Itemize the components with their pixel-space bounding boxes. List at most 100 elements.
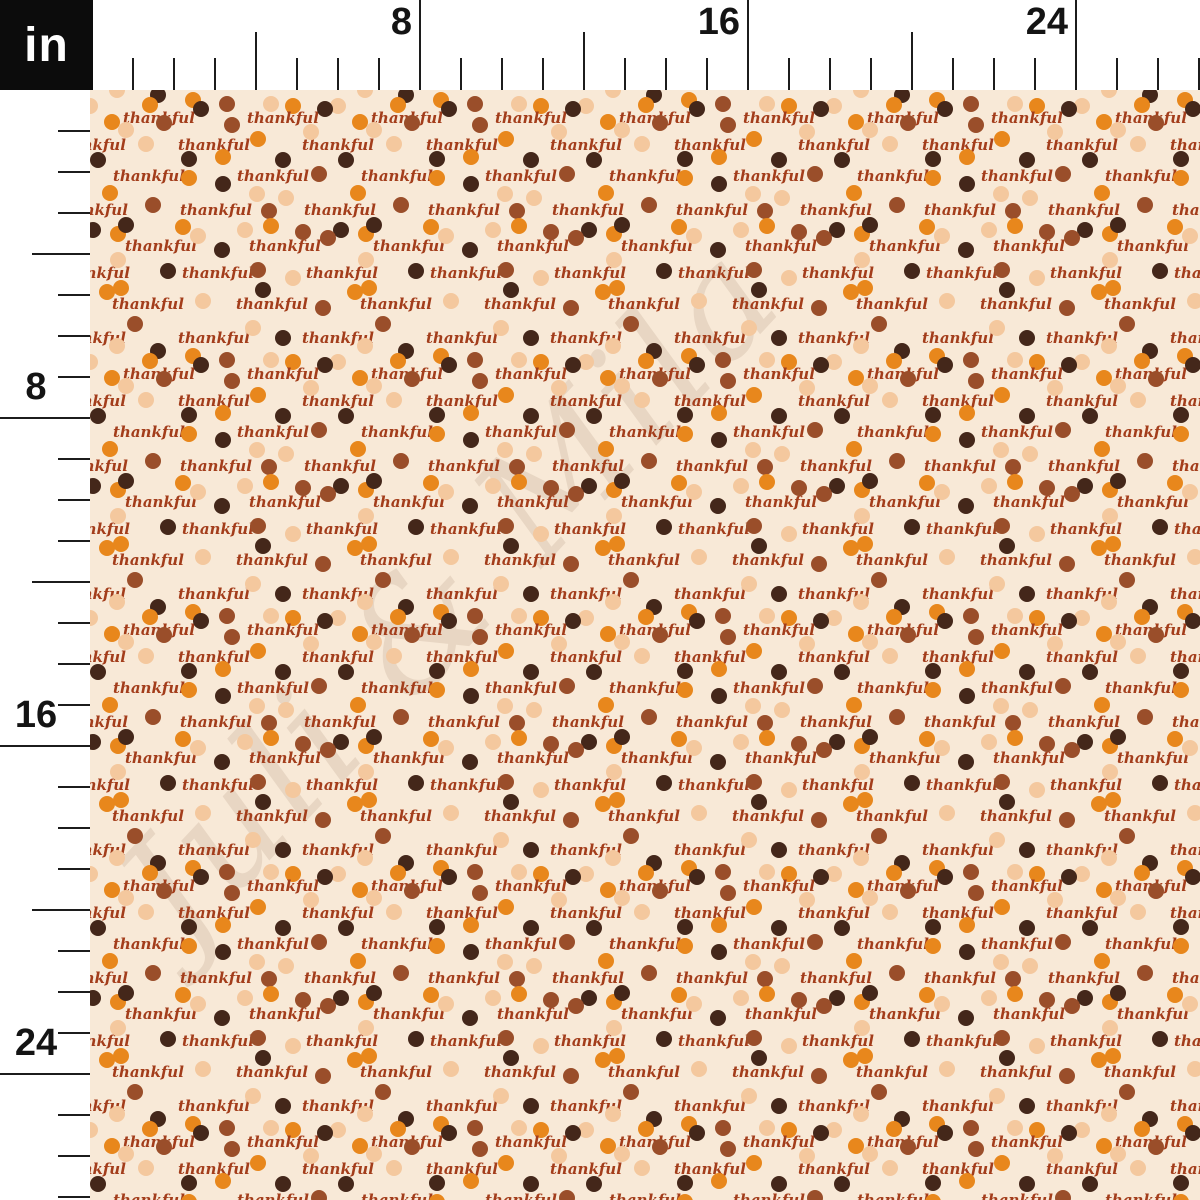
pattern-dot	[925, 919, 941, 935]
pattern-word: thankful	[302, 1097, 374, 1115]
pattern-word: thankful	[1172, 969, 1200, 987]
pattern-dot	[559, 1190, 575, 1200]
pattern-word: thankful	[495, 621, 567, 639]
pattern-word: thankful	[550, 90, 622, 92]
pattern-dot	[1077, 478, 1093, 494]
pattern-dot	[848, 882, 864, 898]
pattern-dot	[1007, 864, 1023, 880]
pattern-dot	[605, 90, 621, 98]
pattern-dot	[641, 965, 657, 981]
ruler-tick-left	[0, 745, 90, 747]
pattern-word: thankful	[733, 679, 805, 697]
pattern-word: thankful	[621, 1005, 693, 1023]
pattern-dot	[759, 608, 775, 624]
pattern-dot	[1047, 124, 1063, 140]
pattern-dot	[1007, 96, 1023, 112]
pattern-dot	[224, 117, 240, 133]
pattern-word: thankful	[550, 1097, 622, 1115]
pattern-dot	[733, 990, 749, 1006]
pattern-dot	[498, 1155, 514, 1171]
pattern-dot	[925, 426, 941, 442]
pattern-dot	[498, 131, 514, 147]
pattern-dot	[1148, 1139, 1164, 1155]
pattern-word: thankful	[361, 423, 433, 441]
pattern-dot	[1082, 920, 1098, 936]
pattern-dot	[807, 422, 823, 438]
pattern-dot	[559, 422, 575, 438]
pattern-dot	[99, 1052, 115, 1068]
pattern-dot	[408, 519, 424, 535]
pattern-dot	[568, 230, 584, 246]
pattern-dot	[429, 938, 445, 954]
pattern-dot	[759, 864, 775, 880]
pattern-dot	[606, 508, 622, 524]
pattern-dot	[759, 474, 775, 490]
pattern-dot	[1019, 1098, 1035, 1114]
pattern-dot	[498, 899, 514, 915]
pattern-dot	[638, 865, 654, 881]
pattern-dot	[886, 353, 902, 369]
pattern-dot	[791, 224, 807, 240]
pattern-dot	[352, 370, 368, 386]
pattern-dot	[285, 526, 301, 542]
pattern-dot	[816, 230, 832, 246]
pattern-dot	[600, 882, 616, 898]
pattern-dot	[333, 222, 349, 238]
pattern-dot	[275, 1098, 291, 1114]
pattern-dot	[1082, 152, 1098, 168]
pattern-dot	[142, 1121, 158, 1137]
pattern-dot	[671, 219, 687, 235]
pattern-dot	[104, 626, 120, 642]
pattern-dot	[142, 353, 158, 369]
pattern-dot	[999, 282, 1015, 298]
pattern-dot	[462, 754, 478, 770]
pattern-dot	[1047, 380, 1063, 396]
pattern-word: thankful	[733, 423, 805, 441]
pattern-word: thankful	[798, 585, 870, 603]
pattern-dot	[102, 441, 118, 457]
pattern-dot	[1029, 1122, 1045, 1138]
pattern-dot	[526, 958, 542, 974]
ruler-tick-left	[58, 294, 90, 296]
pattern-dot	[751, 1050, 767, 1066]
pattern-dot	[771, 1098, 787, 1114]
pattern-word: thankful	[113, 423, 185, 441]
pattern-dot	[1096, 882, 1112, 898]
pattern-word: thankful	[926, 776, 998, 794]
pattern-dot	[90, 734, 101, 750]
pattern-dot	[113, 1048, 129, 1064]
pattern-dot	[578, 98, 594, 114]
pattern-dot	[994, 518, 1010, 534]
pattern-dot	[533, 866, 549, 882]
pattern-word: thankful	[981, 423, 1053, 441]
pattern-word: thankful	[373, 1005, 445, 1023]
pattern-word: thankful	[857, 935, 929, 953]
pattern-word: thankful	[1170, 90, 1200, 92]
pattern-dot	[509, 459, 525, 475]
pattern-dot	[443, 805, 459, 821]
pattern-dot	[443, 549, 459, 565]
pattern-word: thankful	[1174, 520, 1200, 538]
pattern-word: thankful	[306, 520, 378, 538]
pattern-word: thankful	[90, 1160, 126, 1178]
pattern-dot	[127, 1084, 143, 1100]
pattern-dot	[404, 1139, 420, 1155]
pattern-dot	[1061, 869, 1077, 885]
pattern-dot	[1082, 664, 1098, 680]
pattern-dot	[533, 98, 549, 114]
ruler-tick-left	[58, 868, 90, 870]
pattern-word: thankful	[674, 1097, 746, 1115]
pattern-word: thankful	[236, 1063, 308, 1081]
pattern-dot	[181, 1194, 197, 1200]
pattern-word: thankful	[554, 1032, 626, 1050]
pattern-word: thankful	[237, 423, 309, 441]
pattern-dot	[1110, 890, 1126, 906]
pattern-dot	[145, 197, 161, 213]
pattern-dot	[261, 203, 277, 219]
pattern-dot	[746, 1155, 762, 1171]
pattern-dot	[578, 866, 594, 882]
ruler-tick-top	[665, 58, 667, 90]
pattern-dot	[1167, 475, 1183, 491]
pattern-dot	[853, 850, 869, 866]
pattern-dot	[320, 742, 336, 758]
